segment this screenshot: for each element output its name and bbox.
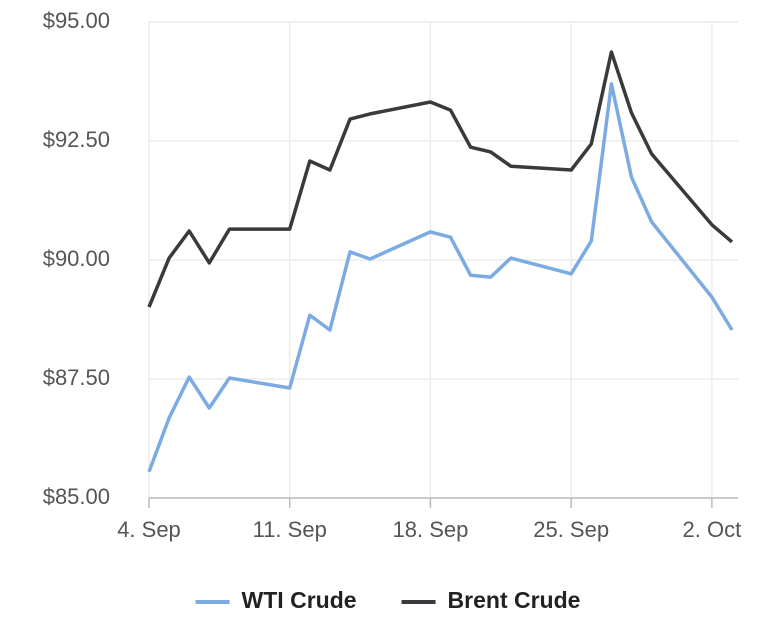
y-tick-label: $95.00 [43,8,110,33]
legend-label: WTI Crude [242,587,357,613]
y-tick-label: $85.00 [43,484,110,509]
x-tick-label: 25. Sep [533,517,609,542]
y-tick-label: $90.00 [43,246,110,271]
x-tick-label: 18. Sep [393,517,469,542]
legend-label: Brent Crude [448,587,581,613]
x-tick-label: 4. Sep [117,517,181,542]
y-tick-label: $87.50 [43,365,110,390]
line-series [147,50,734,308]
x-tick-label: 11. Sep [253,517,327,542]
y-tick-label: $92.50 [43,127,110,152]
line-series [147,82,734,473]
x-tick-label: 2. Oct [683,517,742,542]
